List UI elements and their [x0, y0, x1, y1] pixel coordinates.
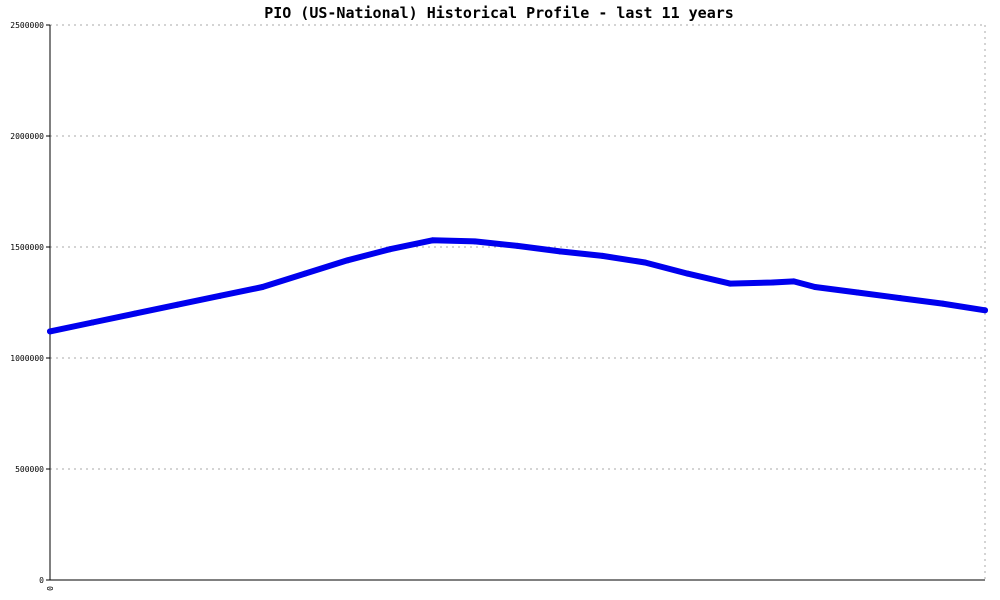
data-point-0-17 — [769, 279, 776, 286]
data-point-0-12 — [557, 248, 563, 255]
data-point-0-21 — [897, 295, 903, 302]
y-axis-ticks: 0 500000 1000000 1500000 2000000 2500000 — [10, 21, 50, 585]
data-point-0-10 — [472, 238, 478, 245]
data-point-0-4 — [217, 292, 223, 299]
data-point-0-16 — [727, 280, 733, 287]
series-layer — [47, 237, 988, 335]
data-point-0-9 — [429, 237, 436, 244]
data-point-0-5 — [259, 283, 266, 290]
data-point-0-15 — [684, 270, 691, 277]
x-tick-label-0: 0 — [46, 586, 55, 591]
data-point-0-20 — [854, 289, 861, 296]
series-line-0 — [47, 237, 988, 335]
data-point-0-0 — [47, 328, 53, 335]
data-point-0-13 — [599, 252, 606, 259]
y-tick-label-1: 500000 — [15, 465, 44, 474]
x-axis-ticks: 0 — [46, 586, 55, 591]
data-point-0-1 — [89, 319, 96, 326]
data-point-0-2 — [132, 310, 138, 317]
axes — [49, 25, 986, 581]
y-tick-label-2: 1000000 — [10, 354, 44, 363]
data-point-0-11 — [514, 242, 521, 249]
y-tick-label-4: 2000000 — [10, 132, 44, 141]
data-point-0-22 — [939, 300, 946, 307]
data-point-0-18 — [790, 278, 797, 285]
data-point-0-6 — [302, 270, 308, 277]
data-point-0-7 — [344, 257, 351, 264]
data-point-0-23 — [982, 307, 988, 314]
data-point-0-8 — [387, 246, 393, 253]
data-point-0-3 — [174, 301, 181, 308]
data-point-0-14 — [642, 259, 648, 266]
y-tick-label-0: 0 — [39, 576, 44, 585]
y-tick-label-3: 1500000 — [10, 243, 44, 252]
y-tick-label-5: 2500000 — [10, 21, 44, 30]
data-point-0-19 — [812, 283, 818, 290]
chart-title: PIO (US-National) Historical Profile - l… — [264, 4, 734, 22]
